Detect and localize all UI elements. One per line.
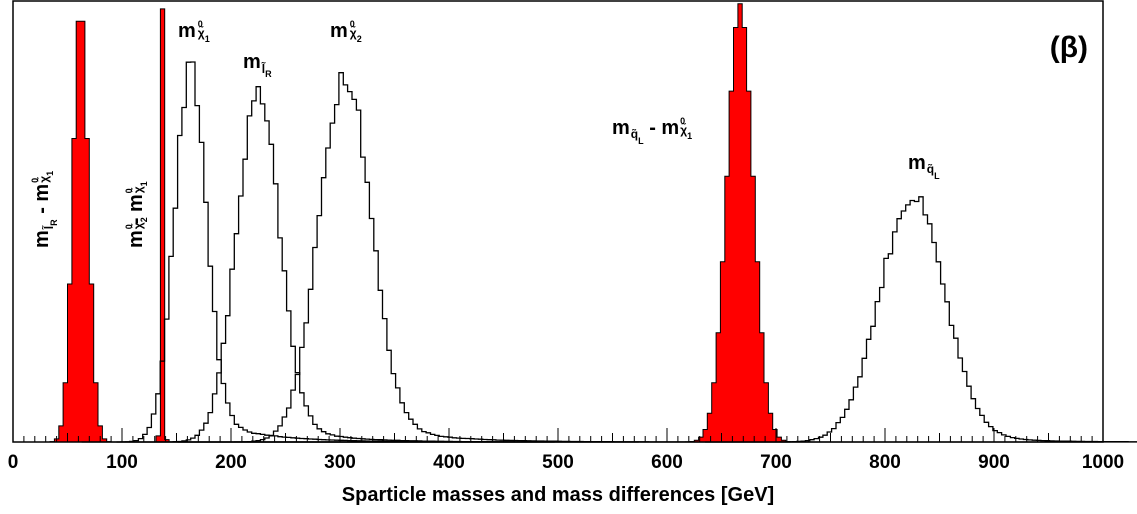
histogram-series-6 [650, 3, 856, 443]
x-tick-label: 500 [542, 452, 574, 473]
label-m-chi2: m χ̃20 [330, 19, 362, 44]
histogram-series-7 [705, 196, 1137, 443]
histogram-series-2 [142, 8, 176, 443]
histogram-layer [23, 3, 1137, 443]
panel-label: (β) [1050, 31, 1088, 64]
histogram-series-3 [81, 61, 555, 443]
plot-frame [12, 0, 1104, 443]
label-m-sqL: mq̃L [908, 152, 940, 181]
x-tick-label: 800 [869, 452, 901, 473]
label-m-chi1: m χ̃10 [178, 19, 210, 44]
x-tick-label: 900 [978, 452, 1010, 473]
x-tick-label: 100 [106, 452, 138, 473]
x-tick-label: 0 [8, 452, 19, 473]
label-m-slepR: ml̃R [243, 51, 272, 79]
label-m-chi2-minus-chi1: mχ̃20- mχ̃10 [124, 181, 149, 248]
x-tick-label: 300 [324, 452, 356, 473]
label-m-sqL-minus-chi1: mq̃L - mχ̃10 [612, 116, 692, 146]
x-tick-label: 1000 [1082, 452, 1124, 473]
x-tick-label: 700 [760, 452, 792, 473]
x-tick-label: 600 [651, 452, 683, 473]
x-axis-title: Sparticle masses and mass differences [G… [342, 484, 774, 506]
x-tick-label: 200 [215, 452, 247, 473]
label-m-slepR-minus-chi1: ml̃R - mχ̃10 [30, 171, 59, 248]
x-axis-ticks: 0 100 200 300 400 500 600 700 800 900 1000 [8, 428, 1124, 473]
x-tick-label: 400 [433, 452, 465, 473]
